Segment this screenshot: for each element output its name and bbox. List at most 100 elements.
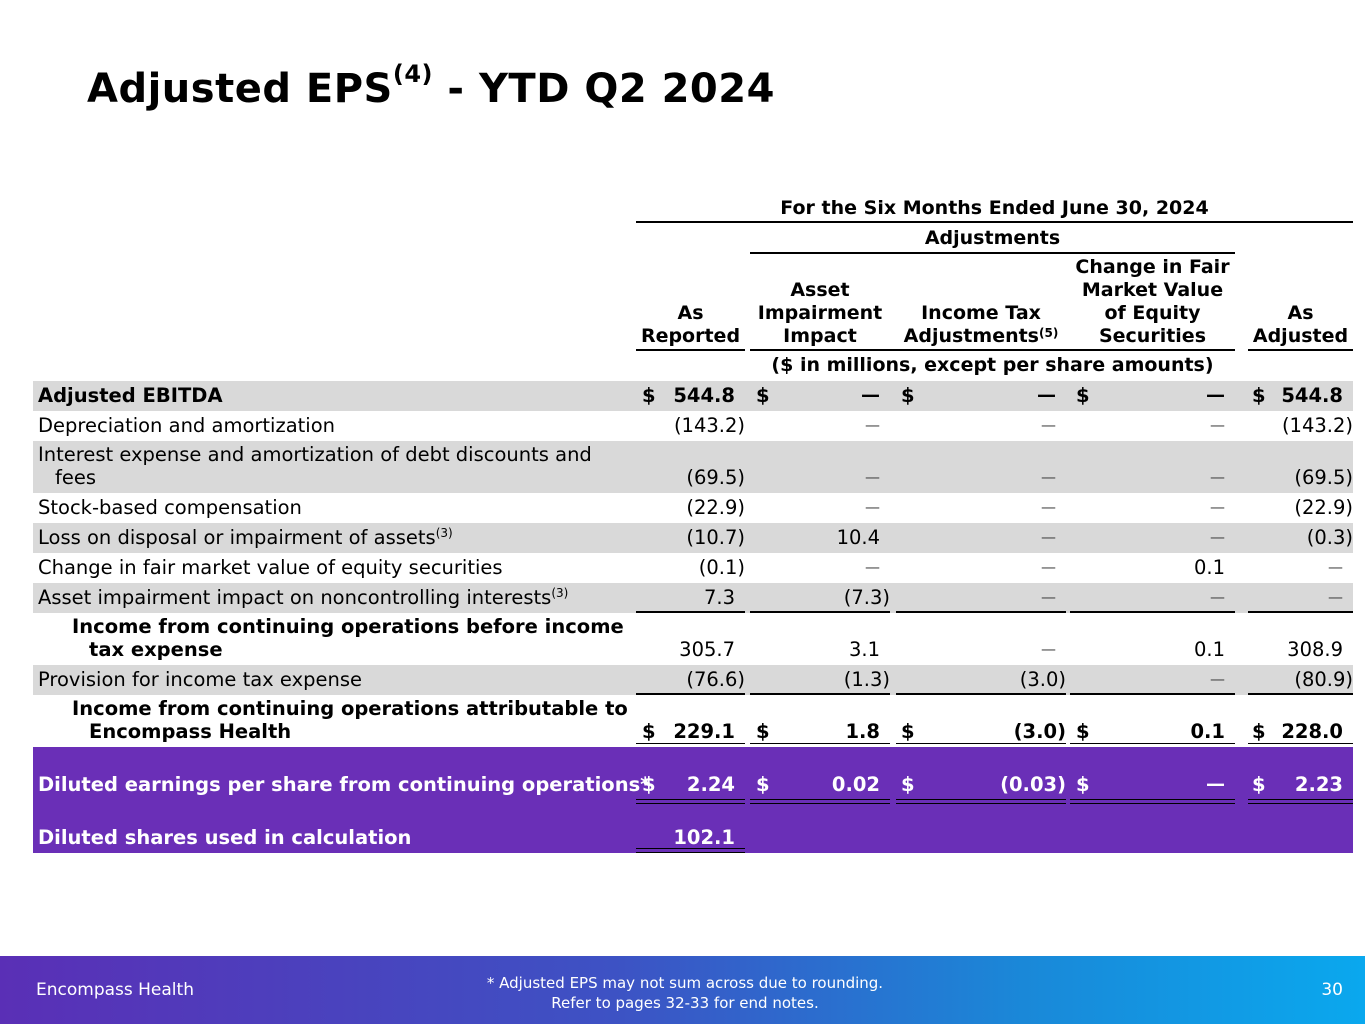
subtotal-underline	[636, 693, 745, 695]
value-cell: (22.9)	[1294, 496, 1353, 519]
total-double-underline	[1070, 799, 1235, 804]
total-double-underline	[896, 799, 1066, 804]
value-cell: 0.1	[1190, 720, 1225, 743]
currency-symbol: $	[1076, 384, 1090, 407]
value-cell: 308.9	[1287, 638, 1343, 661]
subtotal-underline	[1070, 693, 1235, 695]
footer-note: * Adjusted EPS may not sum across due to…	[486, 974, 884, 1012]
value-cell: 102.1	[673, 826, 735, 849]
currency-symbol: $	[1252, 384, 1266, 407]
value-cell: —	[1041, 498, 1056, 516]
subtotal-underline	[1248, 693, 1353, 695]
value-cell: —	[861, 384, 880, 406]
value-cell: 2.24	[686, 773, 735, 796]
value-cell: —	[1210, 416, 1225, 434]
value-cell: (143.2)	[1281, 414, 1353, 437]
row-label: Stock-based compensation	[38, 496, 302, 519]
table-row: Adjusted EBITDA $544.8 $ — $ — $ — $544.8	[33, 381, 1353, 411]
value-cell: —	[1210, 498, 1225, 516]
value-cell: 1.8	[845, 720, 880, 743]
value-cell: —	[865, 558, 880, 576]
row-label: Diluted shares used in calculation	[38, 826, 412, 849]
footer-brand: Encompass Health	[36, 980, 194, 1000]
row-label: Change in fair market value of equity se…	[38, 556, 503, 579]
col-rule-as-reported	[636, 349, 745, 351]
currency-symbol: $	[642, 773, 656, 796]
footer-bar: Encompass Health * Adjusted EPS may not …	[0, 956, 1365, 1024]
col-header-asset-impairment: Asset Impairment Impact	[757, 279, 883, 347]
value-cell: 0.1	[1193, 556, 1225, 579]
subtotal-underline	[750, 693, 890, 695]
value-cell: —	[865, 468, 880, 486]
value-cell: (0.03)	[1000, 773, 1066, 796]
value-cell: —	[1041, 528, 1056, 546]
total-double-underline	[636, 848, 745, 853]
row-label: Diluted earnings per share from continui…	[38, 773, 651, 796]
value-cell: (69.5)	[1294, 466, 1353, 489]
subtotal-underline	[750, 611, 890, 613]
value-cell: 3.1	[848, 638, 880, 661]
subtotal-underline	[1070, 611, 1235, 613]
row-label: Interest expense and amortization of deb…	[38, 443, 592, 489]
value-cell: (10.7)	[686, 526, 745, 549]
subtotal-underline	[1248, 611, 1353, 613]
col-header-as-reported: As Reported	[640, 302, 741, 347]
table-row: Asset impairment impact on noncontrollin…	[33, 583, 1353, 613]
value-cell: (0.3)	[1306, 526, 1353, 549]
table-row: Income from continuing operations attrib…	[33, 695, 1353, 748]
value-cell: (76.6)	[686, 668, 745, 691]
currency-symbol: $	[756, 384, 770, 407]
value-cell: (0.1)	[698, 556, 745, 579]
table-row: Stock-based compensation (22.9) — — — (22.9)	[33, 493, 1353, 523]
value-cell: (80.9)	[1294, 668, 1353, 691]
row-label: Asset impairment impact on noncontrollin…	[38, 586, 569, 609]
subtotal-underline	[896, 611, 1066, 613]
value-cell: 0.02	[831, 773, 880, 796]
page-number: 30	[1321, 980, 1343, 1000]
adjustments-header: Adjustments	[924, 227, 1061, 249]
period-header: For the Six Months Ended June 30, 2024	[780, 197, 1209, 219]
value-cell: 305.7	[679, 638, 735, 661]
table-row: Provision for income tax expense (76.6) (1…	[33, 665, 1353, 695]
total-double-underline	[1248, 799, 1353, 804]
subtotal-underline	[896, 693, 1066, 695]
row-label: Depreciation and amortization	[38, 414, 335, 437]
row-label: Income from continuing operations attrib…	[72, 697, 628, 743]
value-cell: —	[1206, 773, 1225, 795]
row-label: Adjusted EBITDA	[38, 384, 223, 407]
currency-symbol: $	[901, 720, 915, 743]
col-rule-as-adjusted	[1248, 349, 1353, 351]
value-cell: —	[1210, 588, 1225, 606]
value-cell: 0.1	[1193, 638, 1225, 661]
units-note: ($ in millions, except per share amounts…	[771, 354, 1214, 376]
period-rule	[636, 221, 1353, 223]
currency-symbol: $	[901, 384, 915, 407]
value-cell: 544.8	[1281, 384, 1343, 407]
currency-symbol: $	[901, 773, 915, 796]
adjustments-rule	[750, 252, 1235, 254]
currency-symbol: $	[642, 384, 656, 407]
value-cell: —	[1210, 670, 1225, 688]
table-row: Interest expense and amortization of deb…	[33, 441, 1353, 493]
currency-symbol: $	[1076, 720, 1090, 743]
value-cell: —	[1041, 588, 1056, 606]
currency-symbol: $	[756, 720, 770, 743]
col-header-income-tax: Income Tax Adjustments(5)	[903, 302, 1059, 347]
table-row: Change in fair market value of equity se…	[33, 553, 1353, 583]
value-cell: 10.4	[836, 526, 880, 549]
table-row: Diluted earnings per share from continui…	[33, 747, 1353, 821]
value-cell: (3.0)	[1013, 720, 1066, 743]
row-label: Provision for income tax expense	[38, 668, 363, 691]
value-cell: (1.3)	[843, 668, 890, 691]
row-label: Loss on disposal or impairment of assets…	[38, 526, 453, 549]
total-double-underline	[750, 799, 890, 804]
value-cell: (7.3)	[843, 586, 890, 609]
value-cell: —	[1206, 384, 1225, 406]
value-cell: —	[865, 498, 880, 516]
value-cell: —	[1041, 468, 1056, 486]
col-header-as-adjusted: As Adjusted	[1252, 302, 1349, 347]
currency-symbol: $	[1252, 720, 1266, 743]
table-row: Income from continuing operations before…	[33, 613, 1353, 665]
table-row: Depreciation and amortization (143.2) — — — (…	[33, 411, 1353, 441]
row-label: Income from continuing operations before…	[72, 615, 624, 661]
